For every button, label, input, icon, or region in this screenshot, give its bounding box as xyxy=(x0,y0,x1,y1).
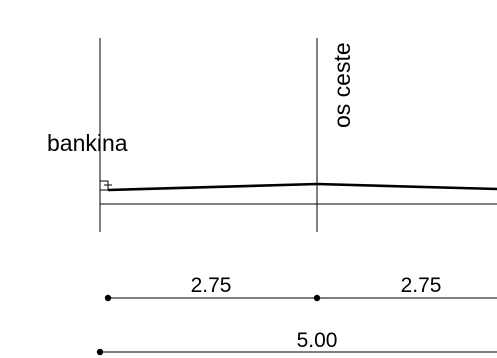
dimension-dot-left xyxy=(104,294,112,302)
dimension-total-width: 5.00 xyxy=(297,329,338,352)
dimension-left-width: 2.75 xyxy=(191,274,232,297)
dimension-right-width: 2.75 xyxy=(401,274,442,297)
pavement-surface-line xyxy=(107,182,497,192)
axis-label: os ceste xyxy=(329,42,355,128)
shoulder-label: bankina xyxy=(47,130,128,156)
dimension-dot-axis xyxy=(313,294,321,302)
dimension-dot-total-left xyxy=(96,348,104,356)
